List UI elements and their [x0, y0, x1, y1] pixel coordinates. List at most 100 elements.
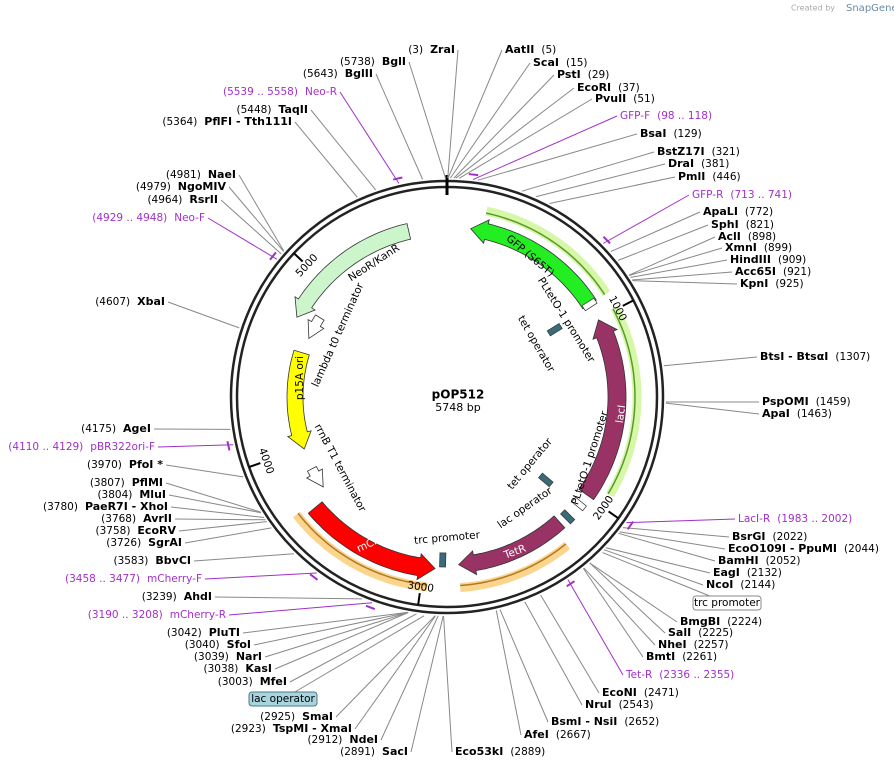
- site-label: (3038) KasI: [203, 662, 272, 675]
- label-name: AgeI: [123, 422, 151, 435]
- label-position: (2261): [682, 651, 717, 663]
- label-name: AatII: [505, 43, 534, 56]
- site-leader: [499, 609, 549, 723]
- label-name: AfeI: [524, 728, 549, 741]
- site-label: (2891) SacI: [340, 745, 408, 758]
- site-leader: [274, 612, 409, 670]
- label-position: (3768): [101, 513, 136, 525]
- site-label: (2925) SmaI: [260, 710, 333, 723]
- watermark-brand: SnapGene: [846, 3, 894, 14]
- site-label: PspOMI (1459): [762, 395, 851, 408]
- site-label: (2923) TspMI - XmaI: [231, 722, 352, 735]
- feature-arrow: [286, 349, 312, 450]
- feature-arrow: [307, 314, 325, 340]
- label-name: PfoI *: [129, 458, 163, 471]
- site-leader: [455, 87, 575, 179]
- site-leader: [228, 186, 284, 252]
- site-leader: [605, 547, 711, 574]
- label-position: (5539 .. 5558): [223, 86, 298, 98]
- callout-box: [248, 691, 318, 707]
- label-position: (1459): [816, 396, 851, 408]
- site-label: (4981) NaeI: [166, 168, 236, 181]
- site-label: AfeI (2667): [524, 728, 591, 741]
- site-label: EcoRI (37): [577, 81, 640, 94]
- primer-leader: [567, 579, 624, 676]
- label-position: (2224): [727, 616, 762, 628]
- feature-label: tet operator: [515, 314, 557, 375]
- site-leader: [632, 280, 738, 285]
- label-name: SphI: [711, 218, 739, 231]
- site-label: (5448) TaqII: [237, 103, 309, 116]
- site-leader: [220, 199, 282, 255]
- label-position: (15): [566, 57, 588, 69]
- site-leader: [524, 601, 583, 706]
- label-position: (2471): [644, 687, 679, 699]
- label-name: EcoRI: [577, 81, 611, 94]
- site-label: BtsI - BtsαI (1307): [760, 350, 870, 363]
- site-leader: [617, 224, 709, 261]
- site-leader: [458, 98, 593, 179]
- site-label: (3758) EcoRV: [96, 524, 177, 537]
- label-position: (3): [408, 44, 423, 56]
- site-label: (3804) MluI: [97, 488, 166, 501]
- site-label: BmtI (2261): [646, 650, 717, 663]
- label-name: TaqII: [278, 103, 308, 116]
- label-name: XmnI: [725, 241, 757, 254]
- label-name: PmlI: [678, 170, 705, 183]
- primer-label: LacI-R (1983 .. 2002): [738, 513, 852, 525]
- site-leader: [618, 532, 716, 562]
- label-name: EagI: [713, 566, 740, 579]
- label-name: KpnI: [740, 277, 768, 290]
- site-label: NheI (2257): [658, 638, 729, 651]
- highlight-arc: [485, 206, 611, 296]
- label-position: (3726): [106, 537, 141, 549]
- ring-tick-label: 4000: [256, 446, 276, 475]
- label-name: DraI: [668, 157, 694, 170]
- site-label: PmlI (446): [678, 170, 741, 183]
- label-position: (2144): [740, 579, 775, 591]
- label-position: (2052): [766, 555, 801, 567]
- label-position: (5738): [340, 56, 375, 68]
- label-position: (51): [633, 93, 655, 105]
- site-label: (4607) XbaI: [95, 295, 165, 308]
- site-label: (4964) RsrII: [147, 193, 218, 206]
- site-label: DraI (381): [668, 157, 729, 170]
- site-label: NruI (2543): [585, 698, 653, 711]
- primer-label: GFP-R (713 .. 741): [692, 189, 792, 201]
- callout-label: lac operator: [251, 693, 315, 705]
- label-position: (4979): [136, 181, 171, 193]
- label-name: NaeI: [208, 168, 236, 181]
- site-label: (5643) BglII: [303, 67, 373, 80]
- primer-leader: [339, 91, 400, 184]
- site-label: BmgBI (2224): [680, 615, 762, 628]
- label-position: (3583): [113, 555, 148, 567]
- label-position: (3970): [87, 459, 122, 471]
- label-position: (321): [712, 146, 740, 158]
- site-leader: [630, 259, 728, 278]
- site-leader: [289, 613, 417, 683]
- feature-arrow: [470, 219, 597, 310]
- label-name: NgoMIV: [178, 180, 227, 193]
- site-label: KpnI (925): [740, 277, 804, 290]
- primer-mark: [392, 176, 403, 181]
- label-name: SacI: [382, 745, 408, 758]
- feature-arrow: [294, 223, 412, 318]
- label-position: (3039): [194, 651, 229, 663]
- label-position: (2667): [556, 729, 591, 741]
- site-leader: [632, 271, 733, 281]
- label-name: NcoI: [706, 578, 733, 591]
- label-name: HindIII: [730, 253, 771, 266]
- site-label: (3) ZraI: [408, 43, 455, 56]
- label-position: (5448): [237, 104, 272, 116]
- site-leader: [193, 553, 295, 562]
- primer-leader: [228, 602, 373, 616]
- site-leader: [495, 610, 522, 736]
- highlight-arc: [605, 305, 642, 498]
- site-leader: [375, 73, 424, 180]
- label-position: (4175): [81, 423, 116, 435]
- label-name: SalI: [668, 626, 691, 639]
- site-leader: [165, 464, 244, 478]
- site-leader: [521, 151, 655, 192]
- label-position: (898): [748, 231, 776, 243]
